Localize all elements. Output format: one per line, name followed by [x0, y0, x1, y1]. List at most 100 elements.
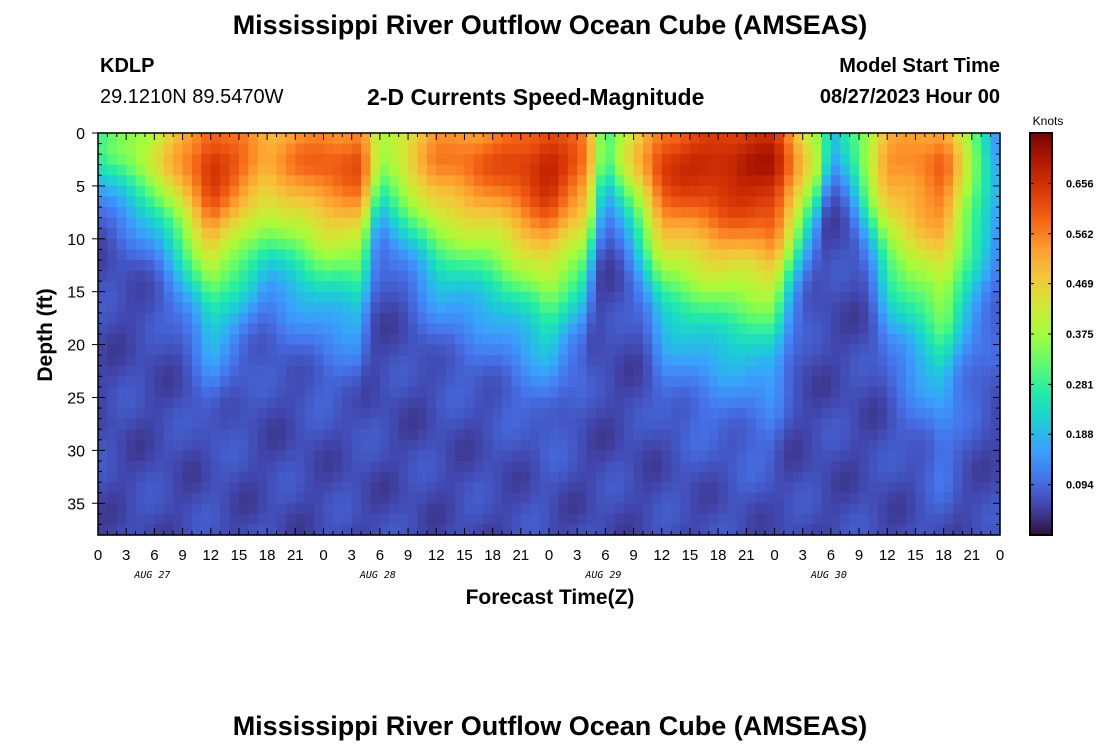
- heatmap-cell: [332, 471, 343, 483]
- date-label: AUG 30: [810, 570, 847, 581]
- heatmap-cell: [267, 471, 278, 483]
- heatmap-cell: [107, 312, 118, 325]
- heatmap-cell: [802, 154, 813, 166]
- heatmap-cell: [314, 238, 325, 250]
- heatmap-cell: [896, 429, 907, 441]
- heatmap-cell: [887, 376, 898, 388]
- heatmap-cell: [379, 207, 390, 219]
- heatmap-cell: [238, 492, 249, 504]
- heatmap-cell: [953, 524, 964, 536]
- heatmap-cell: [727, 302, 738, 314]
- heatmap-cell: [135, 450, 146, 462]
- heatmap-cell: [511, 270, 522, 282]
- heatmap-cell: [502, 408, 513, 420]
- heatmap-cell: [314, 312, 325, 325]
- heatmap-cell: [924, 217, 935, 229]
- heatmap-cell: [859, 386, 870, 399]
- heatmap-cell: [267, 323, 278, 335]
- heatmap-cell: [906, 281, 917, 293]
- heatmap-cell: [182, 397, 193, 409]
- heatmap-cell: [98, 429, 108, 441]
- heatmap-cell: [144, 482, 155, 494]
- heatmap-cell: [417, 249, 428, 261]
- heatmap-cell: [859, 418, 870, 430]
- heatmap-cell: [614, 450, 625, 462]
- heatmap-cell: [426, 249, 437, 261]
- heatmap-cell: [248, 143, 259, 155]
- heatmap-cell: [408, 503, 419, 515]
- heatmap-cell: [746, 228, 757, 240]
- heatmap-cell: [173, 133, 184, 145]
- heatmap-cell: [436, 492, 447, 504]
- heatmap-cell: [906, 312, 917, 325]
- heatmap-cell: [549, 217, 559, 229]
- heatmap-cell: [351, 196, 362, 208]
- heatmap-cell: [285, 471, 296, 483]
- heatmap-cell: [680, 291, 691, 303]
- heatmap-cell: [812, 365, 823, 377]
- heatmap-cell: [398, 133, 409, 145]
- heatmap-cell: [520, 143, 531, 155]
- heatmap-cell: [304, 439, 315, 451]
- heatmap-cell: [981, 513, 992, 526]
- heatmap-cell: [793, 460, 804, 473]
- heatmap-cell: [830, 228, 841, 240]
- heatmap-cell: [783, 323, 794, 335]
- heatmap-cell: [859, 460, 870, 473]
- heatmap-cell: [689, 492, 700, 504]
- heatmap-cell: [990, 323, 1001, 335]
- heatmap-cell: [530, 492, 541, 504]
- heatmap-cell: [718, 334, 729, 346]
- heatmap-cell: [492, 524, 503, 536]
- heatmap-cell: [652, 492, 663, 504]
- heatmap-cell: [455, 207, 466, 219]
- heatmap-cell: [398, 513, 409, 526]
- x-tick-label: 6: [376, 547, 384, 564]
- heatmap-cell: [201, 376, 212, 388]
- heatmap-cell: [849, 228, 860, 240]
- heatmap-cell: [633, 429, 644, 441]
- heatmap-cell: [915, 175, 926, 187]
- heatmap-cell: [520, 259, 531, 272]
- heatmap-cell: [793, 397, 804, 409]
- heatmap-cell: [323, 524, 334, 536]
- heatmap-cell: [314, 524, 325, 536]
- heatmap-cell: [370, 344, 381, 356]
- heatmap-cell: [267, 249, 278, 261]
- heatmap-cell: [840, 471, 851, 483]
- heatmap-cell: [934, 133, 945, 145]
- heatmap-cell: [849, 281, 860, 293]
- heatmap-cell: [332, 143, 343, 155]
- heatmap-cell: [699, 207, 710, 219]
- heatmap-cell: [718, 450, 729, 462]
- heatmap-cell: [971, 323, 982, 335]
- x-tick-label: 15: [682, 547, 699, 564]
- heatmap-cell: [577, 323, 588, 335]
- heatmap-cell: [971, 238, 982, 250]
- heatmap-cell: [408, 513, 419, 526]
- heatmap-cell: [276, 397, 287, 409]
- heatmap-cell: [98, 312, 108, 325]
- heatmap-cell: [859, 503, 870, 515]
- heatmap-cell: [135, 207, 146, 219]
- heatmap-cell: [276, 524, 287, 536]
- heatmap-cell: [257, 482, 268, 494]
- heatmap-cell: [746, 207, 757, 219]
- heatmap-cell: [238, 281, 249, 293]
- heatmap-cell: [473, 503, 484, 515]
- heatmap-cell: [351, 133, 362, 145]
- heatmap-cell: [455, 460, 466, 473]
- heatmap-cell: [793, 196, 804, 208]
- heatmap-cell: [492, 291, 503, 303]
- heatmap-cell: [248, 228, 259, 240]
- heatmap-cell: [473, 323, 484, 335]
- heatmap-cell: [549, 482, 559, 494]
- heatmap-cell: [624, 312, 635, 325]
- heatmap-cell: [220, 291, 231, 303]
- heatmap-cell: [126, 281, 137, 293]
- heatmap-cell: [924, 312, 935, 325]
- heatmap-cell: [342, 365, 353, 377]
- heatmap-cell: [332, 503, 343, 515]
- heatmap-cell: [821, 207, 832, 219]
- heatmap-cell: [295, 471, 306, 483]
